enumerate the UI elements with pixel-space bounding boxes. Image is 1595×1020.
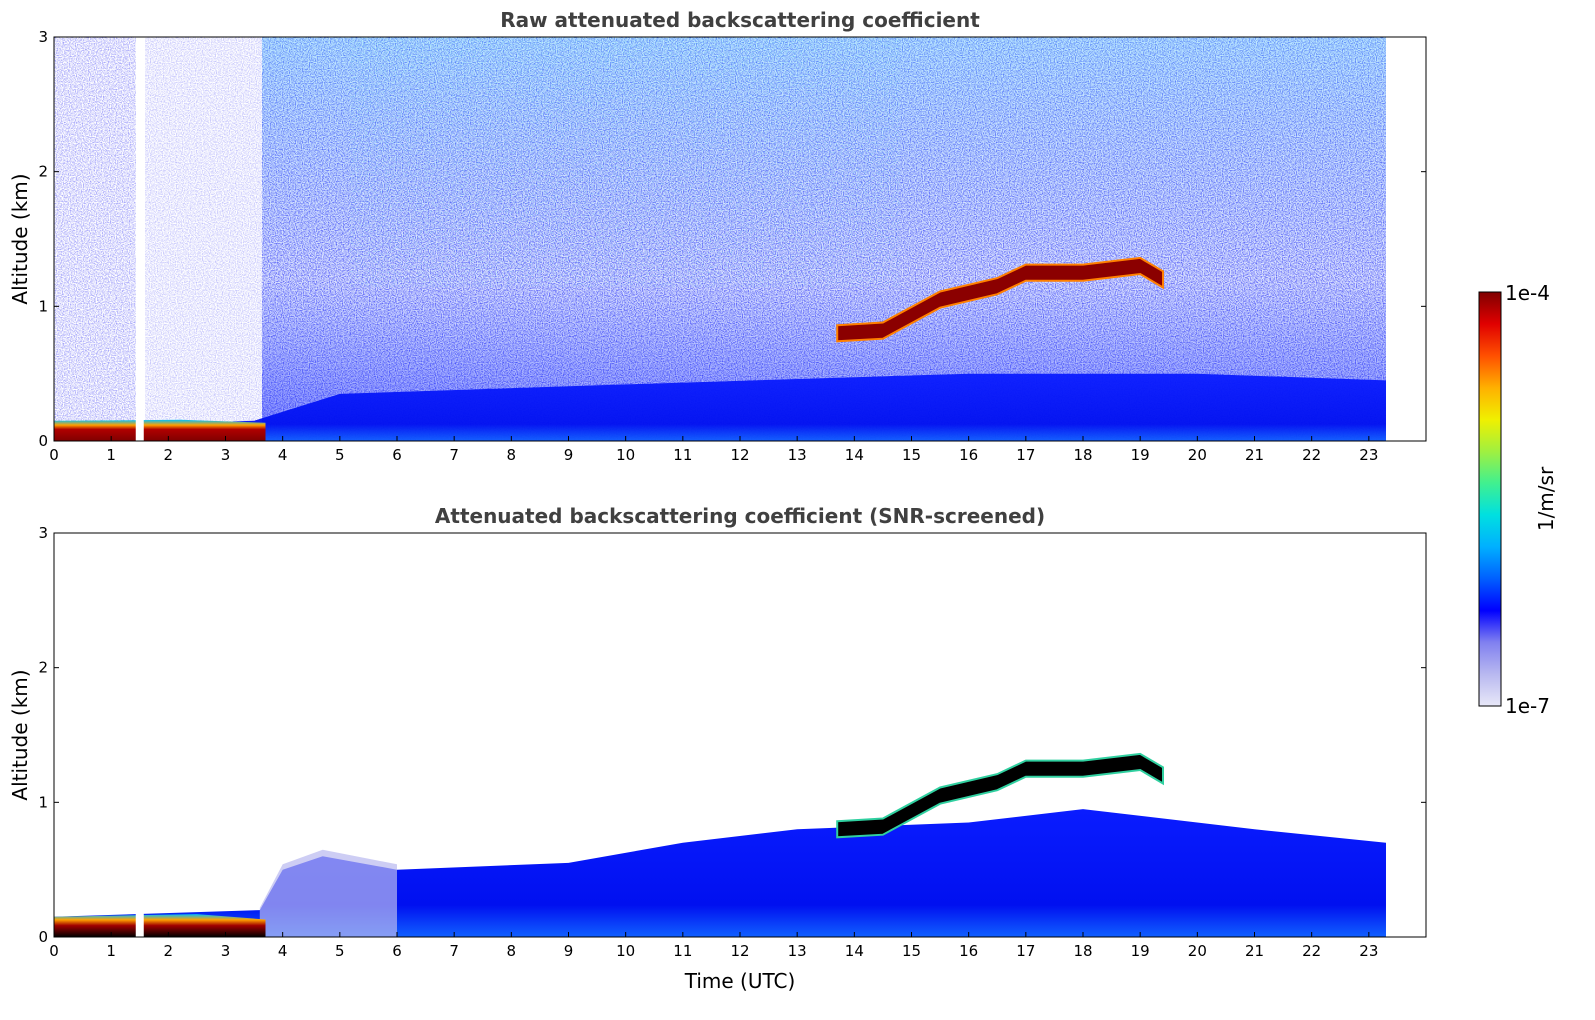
ytick-label: 1 bbox=[38, 297, 48, 315]
xtick-label: 6 bbox=[392, 942, 402, 960]
xtick-label: 7 bbox=[449, 446, 459, 464]
cloud-layer-screened bbox=[836, 752, 1164, 839]
xtick-label: 5 bbox=[335, 942, 345, 960]
xtick-label: 0 bbox=[49, 942, 59, 960]
panel-screened-xlabel: Time (UTC) bbox=[684, 969, 796, 993]
ytick-label: 2 bbox=[38, 659, 48, 677]
xtick-label: 2 bbox=[164, 446, 174, 464]
xtick-label: 17 bbox=[1016, 446, 1035, 464]
xtick-label: 3 bbox=[221, 942, 231, 960]
xtick-label: 0 bbox=[49, 446, 59, 464]
xtick-label: 13 bbox=[788, 942, 807, 960]
ytick-label: 0 bbox=[38, 432, 48, 450]
xtick-label: 3 bbox=[221, 446, 231, 464]
panel-raw: Raw attenuated backscattering coefficien… bbox=[8, 8, 1427, 464]
xtick-label: 14 bbox=[845, 942, 864, 960]
xtick-label: 16 bbox=[959, 942, 978, 960]
ytick-label: 1 bbox=[38, 793, 48, 811]
panel-raw-ylabel: Altitude (km) bbox=[8, 173, 32, 304]
xtick-label: 8 bbox=[507, 446, 517, 464]
xtick-label: 19 bbox=[1131, 446, 1150, 464]
cloud-layer-raw bbox=[836, 256, 1164, 343]
panel-screened-ylabel: Altitude (km) bbox=[8, 669, 32, 800]
ytick-label: 3 bbox=[38, 524, 48, 542]
data-gap-raw bbox=[135, 37, 144, 441]
xtick-label: 15 bbox=[902, 446, 921, 464]
panel-raw-image bbox=[54, 37, 1386, 441]
xtick-label: 2 bbox=[164, 942, 174, 960]
xtick-label: 1 bbox=[106, 446, 116, 464]
xtick-label: 22 bbox=[1302, 446, 1321, 464]
xtick-label: 15 bbox=[902, 942, 921, 960]
surface-aerosol-raw bbox=[54, 419, 266, 441]
xtick-label: 11 bbox=[673, 942, 692, 960]
xtick-label: 9 bbox=[564, 446, 574, 464]
data-gap-screened bbox=[135, 533, 144, 937]
xtick-label: 10 bbox=[616, 942, 635, 960]
xtick-label: 10 bbox=[616, 446, 635, 464]
panel-screened-axes: 0 1 2 3 4 5 6 7 8 9 10 11 12 13 14 15 16 17 18 19 20 21 22 2301… bbox=[38, 524, 1426, 960]
colorbar-gradient bbox=[1478, 291, 1502, 707]
xtick-label: 1 bbox=[106, 942, 116, 960]
xtick-label: 20 bbox=[1188, 942, 1207, 960]
xtick-label: 5 bbox=[335, 446, 345, 464]
xtick-label: 18 bbox=[1073, 942, 1092, 960]
panel-raw-title: Raw attenuated backscattering coefficien… bbox=[500, 8, 980, 32]
colorbar-min-label: 1e-7 bbox=[1505, 694, 1550, 718]
xtick-label: 14 bbox=[845, 446, 864, 464]
xtick-label: 12 bbox=[730, 942, 749, 960]
colorbar: 1e-4 1e-7 1/m/sr bbox=[1478, 281, 1558, 718]
xtick-label: 21 bbox=[1245, 942, 1264, 960]
xtick-label: 17 bbox=[1016, 942, 1035, 960]
xtick-label: 11 bbox=[673, 446, 692, 464]
xtick-label: 21 bbox=[1245, 446, 1264, 464]
xtick-label: 13 bbox=[788, 446, 807, 464]
colorbar-unit-label: 1/m/sr bbox=[1534, 466, 1558, 531]
surface-aerosol-screened bbox=[54, 914, 266, 937]
xtick-label: 12 bbox=[730, 446, 749, 464]
ytick-label: 2 bbox=[38, 163, 48, 181]
panel-screened-title: Attenuated backscattering coefficient (S… bbox=[435, 504, 1045, 528]
xtick-label: 4 bbox=[278, 942, 288, 960]
ytick-label: 0 bbox=[38, 928, 48, 946]
xtick-label: 23 bbox=[1359, 446, 1378, 464]
xtick-label: 19 bbox=[1131, 942, 1150, 960]
panel-screened-image bbox=[54, 533, 1386, 937]
panel-raw-axes: 0 1 2 3 4 5 6 7 8 9 10 11 12 13 14 15 16 17 18 19 20 21 22 2301… bbox=[38, 28, 1426, 464]
xtick-label: 23 bbox=[1359, 942, 1378, 960]
ytick-label: 3 bbox=[38, 28, 48, 46]
panel-screened: Attenuated backscattering coefficient (S… bbox=[8, 504, 1427, 993]
colorbar-max-label: 1e-4 bbox=[1505, 281, 1550, 305]
xtick-label: 18 bbox=[1073, 446, 1092, 464]
xtick-label: 20 bbox=[1188, 446, 1207, 464]
xtick-label: 16 bbox=[959, 446, 978, 464]
xtick-label: 7 bbox=[449, 942, 459, 960]
xtick-label: 22 bbox=[1302, 942, 1321, 960]
xtick-label: 8 bbox=[507, 942, 517, 960]
boundary-layer-raw bbox=[54, 373, 1386, 441]
xtick-label: 9 bbox=[564, 942, 574, 960]
xtick-label: 6 bbox=[392, 446, 402, 464]
haze-screened bbox=[259, 849, 397, 937]
xtick-label: 4 bbox=[278, 446, 288, 464]
